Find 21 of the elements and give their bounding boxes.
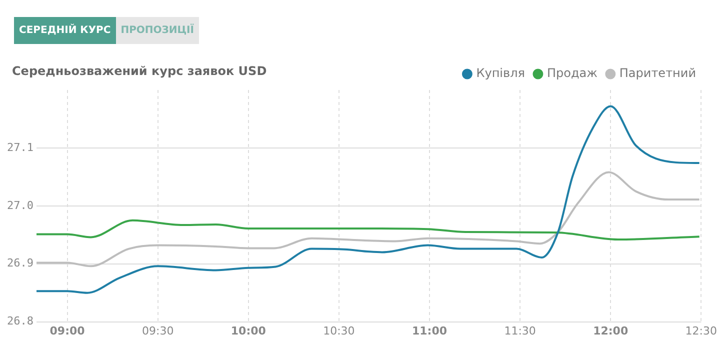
- x-tick-label: 12:30: [685, 324, 717, 338]
- line-series: [36, 171, 700, 268]
- x-tick-label: 09:30: [142, 324, 174, 338]
- y-tick-label: 27.0: [6, 198, 34, 212]
- y-tick-label: 26.8: [6, 314, 34, 328]
- text: СЕРЕДНІЙ КУРС: [14, 17, 116, 44]
- legend-label: Продаж: [546, 66, 598, 80]
- x-tick-label: 11:00: [412, 324, 448, 338]
- legend-label: Паритетний: [619, 66, 696, 80]
- line-series: [36, 105, 700, 294]
- y-tick-label: 26.9: [6, 256, 34, 270]
- text: ПРОПОЗИЦІЇ: [116, 17, 199, 44]
- y-tick-label: 27.1: [6, 140, 34, 154]
- x-tick-label: 10:00: [230, 324, 266, 338]
- x-tick-label: 09:00: [50, 324, 86, 338]
- legend-label: Купівля: [476, 66, 525, 80]
- x-tick-label: 12:00: [593, 324, 628, 338]
- x-tick-label: 10:30: [323, 324, 355, 338]
- line-series: [36, 219, 700, 241]
- chart-title: Середньозважений курс заявок USD: [12, 64, 267, 78]
- x-tick-label: 11:30: [504, 324, 536, 338]
